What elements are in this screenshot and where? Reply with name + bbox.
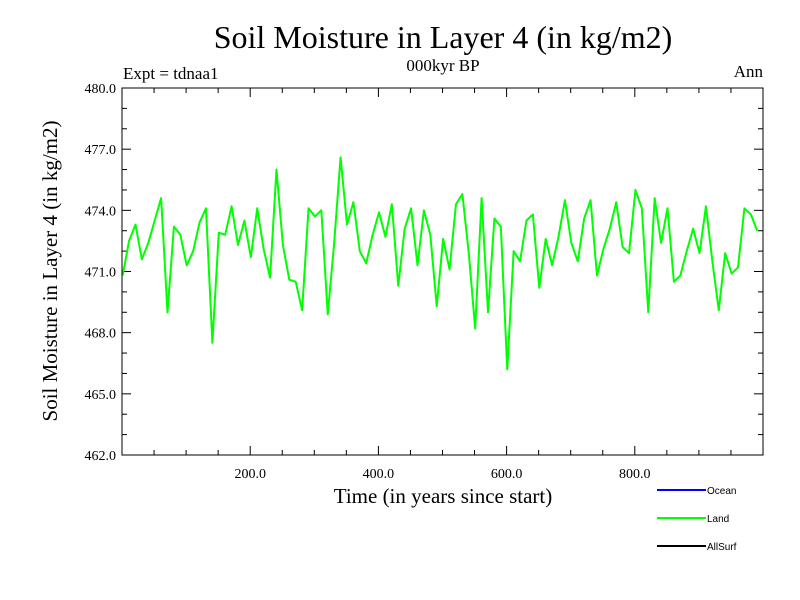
y-tick-label: 465.0 — [85, 388, 117, 403]
tick-marks — [122, 87, 763, 456]
x-tick-label: 800.0 — [619, 467, 651, 482]
legend-label-allsurf: AllSurf — [707, 542, 737, 553]
x-tick-labels: 200.0 400.0 600.0 800.0 — [234, 467, 650, 482]
legend-label-land: Land — [707, 514, 729, 525]
x-tick-label: 400.0 — [363, 467, 395, 482]
experiment-label: Expt = tdnaa1 — [123, 64, 219, 83]
y-tick-label: 468.0 — [85, 327, 117, 342]
legend: Ocean Land AllSurf — [657, 486, 737, 553]
y-tick-labels: 462.0 465.0 468.0 471.0 474.0 477.0 480.0 — [85, 82, 117, 464]
x-tick-label: 200.0 — [234, 467, 266, 482]
y-tick-label: 462.0 — [85, 449, 117, 464]
plot-frame — [121, 87, 764, 456]
legend-label-ocean: Ocean — [707, 486, 736, 497]
y-tick-label: 477.0 — [85, 143, 117, 158]
chart-subtitle: 000kyr BP — [406, 56, 479, 75]
y-tick-label: 474.0 — [85, 204, 117, 219]
series-line-land — [121, 156, 759, 371]
x-axis-label: Time (in years since start) — [334, 484, 553, 508]
series-lines — [121, 156, 759, 371]
season-label: Ann — [734, 62, 764, 81]
y-tick-label: 471.0 — [85, 266, 117, 281]
y-tick-label: 480.0 — [85, 82, 117, 97]
y-axis-label: Soil Moisture in Layer 4 (in kg/m2) — [38, 121, 62, 422]
x-tick-label: 600.0 — [491, 467, 523, 482]
chart-title: Soil Moisture in Layer 4 (in kg/m2) — [214, 19, 673, 55]
